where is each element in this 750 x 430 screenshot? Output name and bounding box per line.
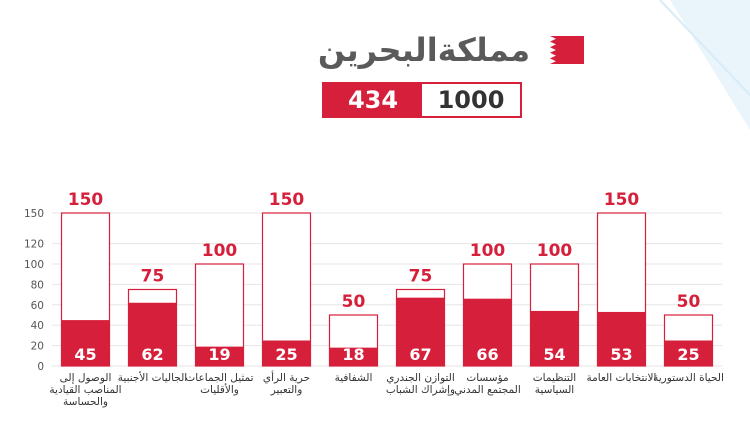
bar-achieved-label: 67 [409, 345, 431, 364]
bar-max-label: 150 [269, 190, 305, 210]
y-tick-label: 20 [31, 341, 44, 353]
bar-max-label: 150 [68, 190, 104, 210]
bar-max-label: 100 [470, 241, 506, 261]
y-tick-label: 120 [24, 239, 44, 251]
category-label: التوازن الجندري وإشراك الشباب [385, 372, 456, 396]
y-tick-label: 100 [24, 259, 44, 271]
header: مملكةالبحرين [0, 30, 750, 70]
bar-max-label: 50 [677, 292, 701, 312]
bar-achieved [597, 311, 646, 366]
bar-max-label: 100 [537, 241, 573, 261]
category-label: مؤسسات المجتمع المدني [454, 372, 521, 396]
bar-achieved [128, 302, 177, 366]
category-label: الشفافية [334, 372, 373, 384]
bar-achieved-label: 53 [610, 345, 632, 364]
bar-max-label: 50 [342, 292, 366, 312]
category-label: التنظيمات السياسية [532, 372, 577, 396]
bar-achieved-label: 18 [342, 345, 364, 364]
category-label: الحياة الدستورية [653, 372, 724, 384]
score-box: 434 1000 [322, 82, 522, 118]
bar-achieved [61, 320, 110, 366]
y-tick-label: 60 [31, 300, 44, 312]
score-total: 1000 [422, 84, 520, 116]
bar-achieved [530, 310, 579, 366]
bar-max-label: 100 [202, 241, 238, 261]
y-tick-label: 150 [24, 208, 44, 220]
bar-achieved-label: 66 [476, 345, 498, 364]
bar-achieved [396, 297, 445, 366]
bar-achieved [329, 347, 378, 366]
bar-achieved-label: 19 [208, 345, 230, 364]
bar-achieved-label: 62 [141, 345, 163, 364]
category-label: الجاليات الأجنبية [117, 372, 188, 384]
y-tick-label: 80 [31, 279, 44, 291]
category-label: حرية الرأي والتعبير [262, 372, 311, 396]
bar-achieved-label: 45 [74, 345, 96, 364]
y-tick-label: 40 [31, 320, 44, 332]
bahrain-flag-icon [538, 36, 584, 64]
bar-achieved [262, 340, 311, 366]
category-label: الانتخابات العامة [586, 372, 657, 384]
bar-achieved [664, 340, 713, 366]
bar-max-label: 75 [409, 267, 433, 287]
category-label: الوصول إلى المناصب القيادية والحساسة [49, 372, 122, 408]
bar-achieved [195, 346, 244, 366]
category-label: تمثيل الجماعات والأقليات [185, 372, 254, 396]
page-title: مملكةالبحرين [317, 31, 530, 69]
corner-decoration [659, 0, 750, 130]
y-tick-label: 0 [37, 361, 44, 373]
score-achieved: 434 [324, 84, 422, 116]
bar-achieved [463, 298, 512, 366]
bar-achieved-label: 54 [543, 345, 565, 364]
bar-achieved-label: 25 [677, 345, 699, 364]
bar-max-label: 150 [604, 190, 640, 210]
bar-achieved-label: 25 [275, 345, 297, 364]
bar-max-label: 75 [141, 267, 165, 287]
